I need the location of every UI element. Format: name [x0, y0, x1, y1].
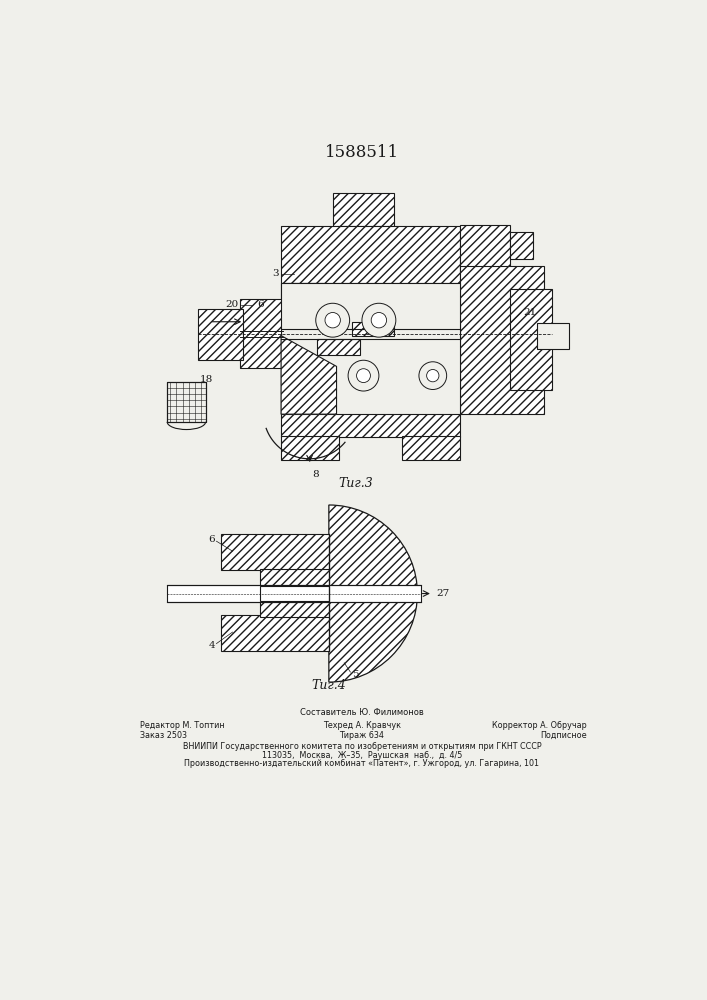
Text: 3: 3	[272, 269, 279, 278]
Circle shape	[316, 303, 350, 337]
Bar	[281, 283, 460, 414]
Text: 1588511: 1588511	[325, 144, 399, 161]
Text: Тираж 634: Тираж 634	[339, 731, 385, 740]
Text: Подписное: Подписное	[540, 731, 587, 740]
Bar	[281, 413, 460, 437]
Text: 18: 18	[200, 375, 214, 384]
Circle shape	[348, 360, 379, 391]
Bar	[333, 193, 395, 226]
Text: 21: 21	[524, 308, 537, 317]
Bar	[317, 339, 360, 355]
Bar	[510, 289, 552, 389]
Bar	[259, 569, 329, 617]
Bar	[460, 225, 510, 268]
Bar	[352, 322, 395, 336]
Bar	[221, 534, 329, 570]
Circle shape	[325, 312, 340, 328]
Text: Техред А. Кравчук: Техред А. Кравчук	[323, 721, 401, 730]
Text: 113035,  Москва,  Ж–35,  Раушская  наб.,  д. 4/5: 113035, Москва, Ж–35, Раушская наб., д. …	[262, 751, 462, 760]
Text: Корректор А. Обручар: Корректор А. Обручар	[492, 721, 587, 730]
Bar	[537, 323, 569, 349]
Text: Заказ 2503: Заказ 2503	[140, 731, 187, 740]
Text: ВНИИПИ Государственного комитета по изобретениям и открытиям при ГКНТ СССР: ВНИИПИ Государственного комитета по изоб…	[182, 742, 542, 751]
Bar	[259, 586, 329, 601]
Bar	[281, 436, 339, 460]
Circle shape	[419, 362, 447, 389]
Bar	[198, 309, 243, 360]
Bar	[221, 615, 329, 651]
Text: Τиг.3: Τиг.3	[339, 477, 373, 490]
Text: Производственно-издательский комбинат «Патент», г. Ужгород, ул. Гагарина, 101: Производственно-издательский комбинат «П…	[185, 759, 539, 768]
Bar	[167, 382, 206, 422]
Text: 5: 5	[353, 670, 359, 679]
Polygon shape	[281, 336, 337, 414]
Text: 6: 6	[209, 535, 215, 544]
Text: Составитель Ю. Филимонов: Составитель Ю. Филимонов	[300, 708, 423, 717]
Bar	[281, 283, 324, 414]
Bar	[510, 232, 533, 259]
Circle shape	[371, 312, 387, 328]
Bar	[167, 382, 206, 422]
Text: 27: 27	[437, 589, 450, 598]
Text: Редактор М. Топтин: Редактор М. Топтин	[140, 721, 225, 730]
Text: 4: 4	[209, 641, 215, 650]
Text: 20: 20	[226, 300, 239, 309]
Text: Τиг.4: Τиг.4	[312, 679, 346, 692]
Text: 8: 8	[312, 470, 319, 479]
Bar	[281, 226, 460, 283]
Circle shape	[426, 369, 439, 382]
Bar	[167, 585, 421, 602]
Circle shape	[356, 369, 370, 383]
Bar	[402, 436, 460, 460]
Text: 6: 6	[257, 300, 264, 309]
Bar	[240, 299, 283, 368]
Circle shape	[362, 303, 396, 337]
Bar	[460, 266, 544, 414]
Wedge shape	[329, 505, 417, 682]
